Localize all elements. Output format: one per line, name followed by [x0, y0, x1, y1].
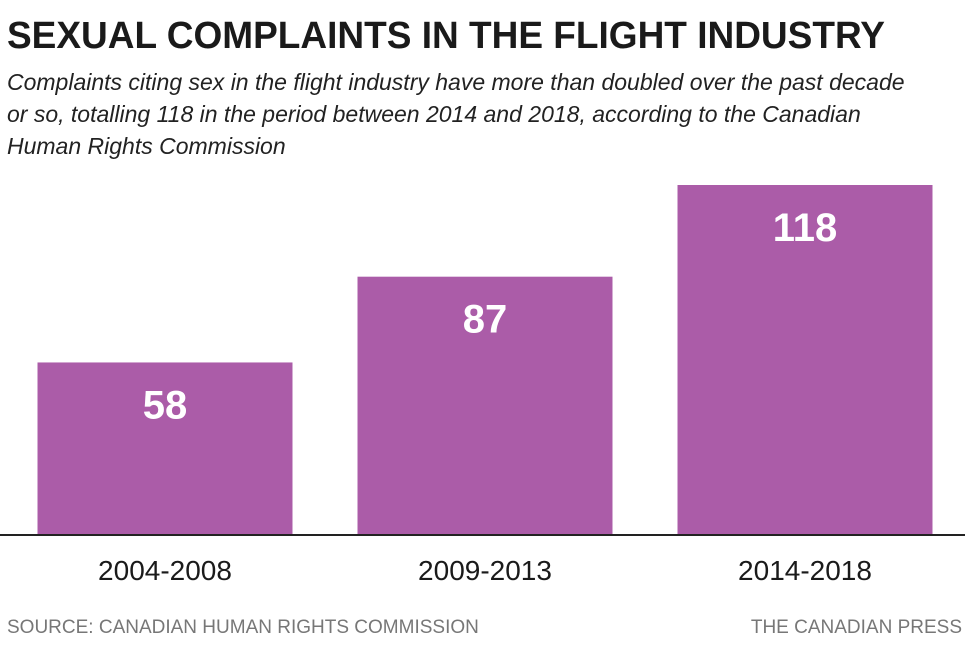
bar [37, 362, 293, 534]
x-tick-label: 2014-2018 [738, 555, 872, 586]
x-tick-label: 2004-2008 [98, 555, 232, 586]
bar [677, 185, 933, 534]
credit: THE CANADIAN PRESS [751, 617, 962, 638]
value-label: 118 [773, 206, 838, 250]
value-label: 87 [463, 298, 508, 342]
source: SOURCE: CANADIAN HUMAN RIGHTS COMMISSION [7, 617, 479, 638]
x-tick-label: 2009-2013 [418, 555, 552, 586]
chart-title: SEXUAL COMPLAINTS IN THE FLIGHT INDUSTRY [7, 15, 885, 57]
bar [357, 276, 613, 534]
value-label: 58 [143, 383, 188, 427]
chart-subtitle: Complaints citing sex in the flight indu… [7, 69, 905, 159]
